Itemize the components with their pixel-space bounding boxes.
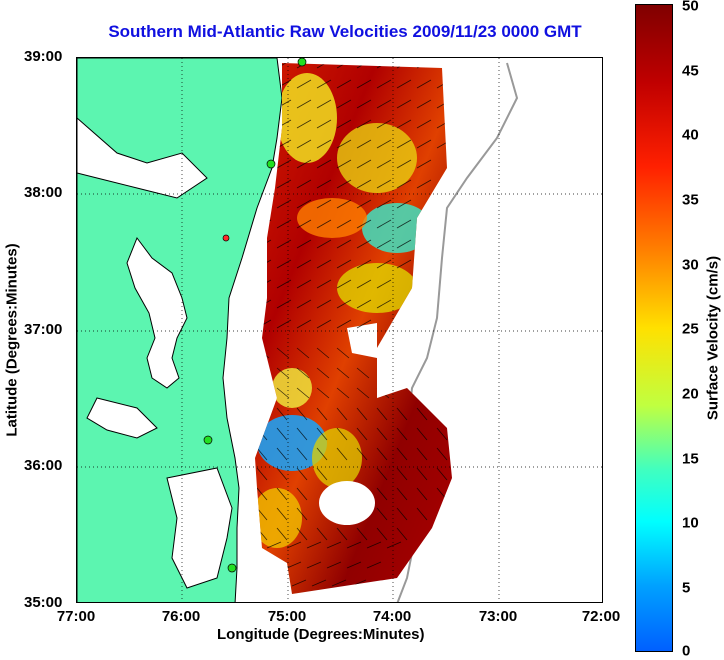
colorbar-tick-label: 0 [682, 642, 691, 660]
colorbar-tick-label: 40 [682, 126, 699, 144]
map-title: Southern Mid-Atlantic Raw Velocities 200… [108, 22, 582, 41]
station-markers[interactable] [203, 58, 307, 573]
colorbar-label: Surface Velocity (cm/s) [704, 255, 722, 421]
x-tick-label: 77:00 [56, 608, 96, 625]
colorbar-tick-label: 30 [682, 256, 699, 274]
x-tick-label: 73:00 [478, 608, 518, 625]
x-tick-label: 75:00 [267, 608, 307, 625]
station-marker-highlighted[interactable] [222, 234, 230, 242]
y-axis-label: Latitude (Degrees:Minutes) [3, 243, 21, 437]
colorbar-tick-label: 50 [682, 0, 699, 15]
station-marker[interactable] [227, 563, 237, 573]
colorbar-tick-label: 10 [682, 514, 699, 532]
x-axis-label: Longitude (Degrees:Minutes) [217, 626, 425, 643]
colorbar-tick-label: 5 [682, 579, 691, 597]
colorbar-tick-label: 35 [682, 191, 699, 209]
colorbar-label-wrapper: Surface Velocity (cm/s) [703, 256, 723, 420]
y-tick-label: 39:00 [24, 48, 63, 65]
y-tick-label: 38:00 [24, 184, 63, 201]
x-tick-label: 74:00 [372, 608, 412, 625]
station-marker[interactable] [203, 435, 213, 445]
station-marker[interactable] [266, 159, 276, 169]
station-marker[interactable] [297, 58, 307, 67]
land-mass [77, 58, 283, 602]
y-tick-label: 35:00 [24, 594, 63, 611]
colorbar-tick-label: 20 [682, 385, 699, 403]
y-tick-label: 37:00 [24, 321, 63, 338]
map-plot-area[interactable] [76, 57, 603, 603]
colorbar-tick-label: 15 [682, 450, 699, 468]
velocity-field [255, 63, 452, 594]
y-axis-label-wrapper: Latitude (Degrees:Minutes) [2, 243, 22, 436]
colorbar [635, 4, 673, 652]
x-tick-label: 76:00 [161, 608, 201, 625]
colorbar-tick-label: 45 [682, 62, 699, 80]
y-tick-label: 36:00 [24, 457, 63, 474]
colorbar-tick-label: 25 [682, 320, 699, 338]
map-grid [77, 58, 602, 602]
x-tick-label: 72:00 [581, 608, 621, 625]
